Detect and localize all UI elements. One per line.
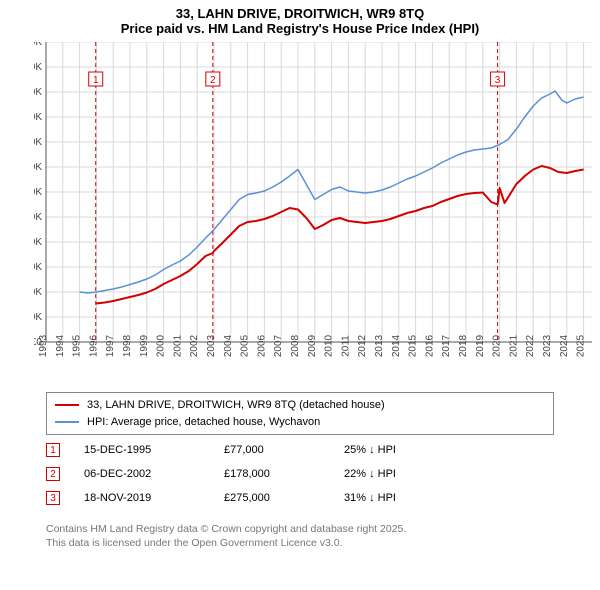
svg-text:£400K: £400K — [34, 137, 42, 148]
marker-price: £275,000 — [224, 492, 344, 504]
svg-text:2018: 2018 — [458, 334, 469, 357]
title-line2: Price paid vs. HM Land Registry's House … — [0, 21, 600, 36]
svg-text:2014: 2014 — [391, 334, 402, 357]
svg-text:2017: 2017 — [441, 334, 452, 357]
svg-text:2011: 2011 — [340, 335, 351, 357]
svg-text:2005: 2005 — [240, 334, 251, 357]
marker-hpi: 22% ↓ HPI — [344, 468, 464, 480]
svg-text:2: 2 — [210, 75, 216, 86]
legend: 33, LAHN DRIVE, DROITWICH, WR9 8TQ (deta… — [46, 392, 554, 435]
svg-text:2007: 2007 — [273, 334, 284, 357]
svg-text:£100K: £100K — [34, 287, 42, 298]
svg-text:1999: 1999 — [139, 334, 150, 357]
svg-text:2023: 2023 — [542, 334, 553, 357]
svg-text:1998: 1998 — [122, 334, 133, 357]
svg-text:£300K: £300K — [34, 187, 42, 198]
svg-text:£150K: £150K — [34, 262, 42, 273]
marker-row: 3 18-NOV-2019 £275,000 31% ↓ HPI — [46, 486, 464, 510]
legend-swatch-red — [55, 404, 79, 406]
svg-text:2012: 2012 — [357, 334, 368, 357]
svg-text:2022: 2022 — [525, 334, 536, 357]
svg-text:£200K: £200K — [34, 237, 42, 248]
marker-row: 2 06-DEC-2002 £178,000 22% ↓ HPI — [46, 462, 464, 486]
svg-text:£600K: £600K — [34, 42, 42, 48]
marker-row: 1 15-DEC-1995 £77,000 25% ↓ HPI — [46, 438, 464, 462]
legend-item: 33, LAHN DRIVE, DROITWICH, WR9 8TQ (deta… — [55, 397, 545, 414]
legend-label: 33, LAHN DRIVE, DROITWICH, WR9 8TQ (deta… — [87, 397, 385, 414]
attribution-line2: This data is licensed under the Open Gov… — [46, 536, 406, 550]
svg-text:2008: 2008 — [290, 334, 301, 357]
marker-price: £77,000 — [224, 444, 344, 456]
svg-text:1996: 1996 — [88, 334, 99, 357]
svg-text:2009: 2009 — [307, 334, 318, 357]
attribution: Contains HM Land Registry data © Crown c… — [46, 522, 406, 550]
svg-text:£550K: £550K — [34, 62, 42, 73]
svg-text:2001: 2001 — [172, 334, 183, 357]
svg-text:2003: 2003 — [206, 334, 217, 357]
marker-index-box: 3 — [46, 491, 60, 505]
svg-text:£350K: £350K — [34, 162, 42, 173]
chart-title: 33, LAHN DRIVE, DROITWICH, WR9 8TQ Price… — [0, 0, 600, 36]
svg-text:2013: 2013 — [374, 334, 385, 357]
svg-text:1: 1 — [93, 75, 99, 86]
legend-item: HPI: Average price, detached house, Wych… — [55, 414, 545, 431]
marker-hpi: 25% ↓ HPI — [344, 444, 464, 456]
svg-text:2019: 2019 — [475, 334, 486, 357]
svg-text:1995: 1995 — [72, 334, 83, 357]
attribution-line1: Contains HM Land Registry data © Crown c… — [46, 522, 406, 536]
svg-text:2015: 2015 — [408, 334, 419, 357]
marker-index-box: 1 — [46, 443, 60, 457]
svg-text:2002: 2002 — [189, 334, 200, 357]
legend-swatch-blue — [55, 421, 79, 423]
svg-text:1997: 1997 — [105, 334, 116, 357]
marker-price: £178,000 — [224, 468, 344, 480]
price-chart: £0£50K£100K£150K£200K£250K£300K£350K£400… — [34, 42, 594, 372]
svg-text:2004: 2004 — [223, 334, 234, 357]
title-line1: 33, LAHN DRIVE, DROITWICH, WR9 8TQ — [0, 6, 600, 21]
svg-text:1994: 1994 — [55, 334, 66, 357]
svg-text:£50K: £50K — [34, 312, 42, 323]
svg-text:2016: 2016 — [424, 334, 435, 357]
svg-text:£500K: £500K — [34, 87, 42, 98]
marker-table: 1 15-DEC-1995 £77,000 25% ↓ HPI 2 06-DEC… — [46, 438, 464, 510]
svg-text:2024: 2024 — [559, 334, 570, 357]
svg-text:2021: 2021 — [508, 334, 519, 357]
svg-text:2006: 2006 — [256, 334, 267, 357]
svg-text:2010: 2010 — [324, 334, 335, 357]
marker-hpi: 31% ↓ HPI — [344, 492, 464, 504]
marker-index-box: 2 — [46, 467, 60, 481]
svg-text:2025: 2025 — [576, 334, 587, 357]
svg-text:1993: 1993 — [38, 334, 49, 357]
svg-text:£250K: £250K — [34, 212, 42, 223]
marker-date: 15-DEC-1995 — [84, 444, 224, 456]
legend-label: HPI: Average price, detached house, Wych… — [87, 414, 320, 431]
marker-date: 06-DEC-2002 — [84, 468, 224, 480]
svg-text:£450K: £450K — [34, 112, 42, 123]
marker-date: 18-NOV-2019 — [84, 492, 224, 504]
svg-text:2000: 2000 — [156, 334, 167, 357]
svg-text:3: 3 — [495, 75, 501, 86]
